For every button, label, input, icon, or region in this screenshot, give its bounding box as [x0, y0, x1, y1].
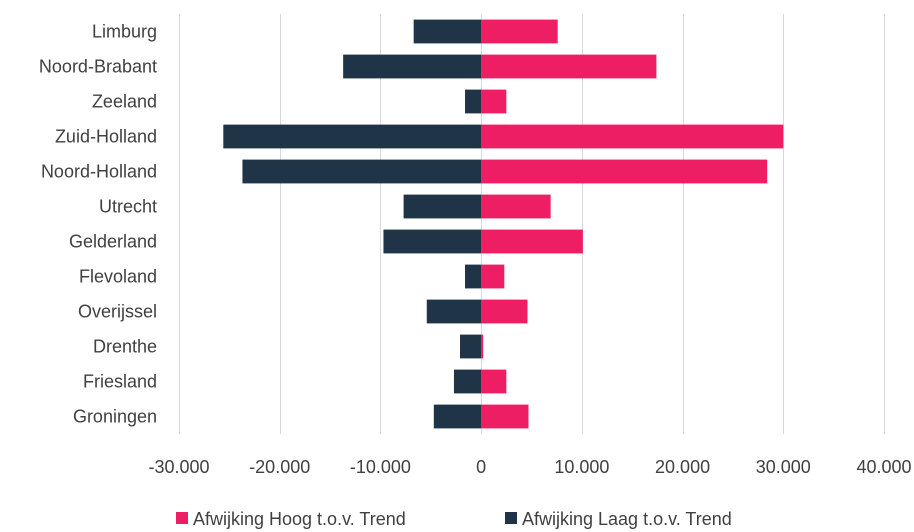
bar-hoog	[481, 404, 529, 429]
bar-laag	[433, 404, 482, 429]
category-label: Flevoland	[79, 267, 157, 287]
bar-hoog	[481, 194, 551, 219]
bar-hoog	[481, 19, 558, 44]
bar-laag	[242, 159, 482, 184]
bar-laag	[223, 124, 482, 149]
category-label: Overijssel	[78, 302, 157, 322]
bar-hoog	[481, 124, 784, 149]
bar-hoog	[481, 89, 507, 114]
x-tick-labels: -30.000 -20.000 -10.000 0 10.000 20.000 30.000…	[148, 457, 911, 477]
legend: Afwijking Hoog t.o.v. Trend Afwijking Laa…	[176, 509, 732, 529]
bar-hoog	[481, 334, 484, 359]
x-tick-label: 10.000	[554, 457, 609, 477]
legend-swatch	[176, 512, 188, 524]
x-tick-label: -10.000	[350, 457, 411, 477]
category-label: Noord-Holland	[41, 162, 157, 182]
category-label: Noord-Brabant	[39, 57, 157, 77]
x-tick-label: 30.000	[756, 457, 811, 477]
bars	[223, 19, 784, 429]
category-label: Drenthe	[93, 337, 157, 357]
bar-laag	[383, 229, 482, 254]
bar-laag	[465, 264, 482, 289]
bar-laag	[426, 299, 482, 324]
category-label: Friesland	[83, 372, 157, 392]
x-tick-label: 40.000	[856, 457, 911, 477]
x-tick-label: -30.000	[148, 457, 209, 477]
category-label: Zuid-Holland	[55, 127, 157, 147]
bar-hoog	[481, 54, 657, 79]
bar-laag	[465, 89, 482, 114]
bar-hoog	[481, 264, 505, 289]
bar-hoog	[481, 159, 768, 184]
bar-hoog	[481, 229, 583, 254]
bar-laag	[459, 334, 482, 359]
category-labels: Limburg Noord-Brabant Zeeland Zuid-Holland N…	[39, 22, 157, 427]
legend-label: Afwijking Laag t.o.v. Trend	[522, 509, 732, 529]
legend-swatch	[505, 512, 517, 524]
x-tick-label: -20.000	[249, 457, 310, 477]
bar-hoog	[481, 299, 528, 324]
x-tick-label: 20.000	[655, 457, 710, 477]
bar-laag	[413, 19, 482, 44]
bar-laag	[343, 54, 482, 79]
category-label: Limburg	[92, 22, 157, 42]
category-label: Gelderland	[69, 232, 157, 252]
category-label: Groningen	[73, 407, 157, 427]
x-tick-label: 0	[476, 457, 486, 477]
category-label: Utrecht	[99, 197, 157, 217]
grid-lines	[179, 14, 885, 434]
bar-laag	[453, 369, 482, 394]
bar-laag	[403, 194, 482, 219]
category-label: Zeeland	[92, 92, 157, 112]
legend-label: Afwijking Hoog t.o.v. Trend	[193, 509, 406, 529]
bar-hoog	[481, 369, 507, 394]
